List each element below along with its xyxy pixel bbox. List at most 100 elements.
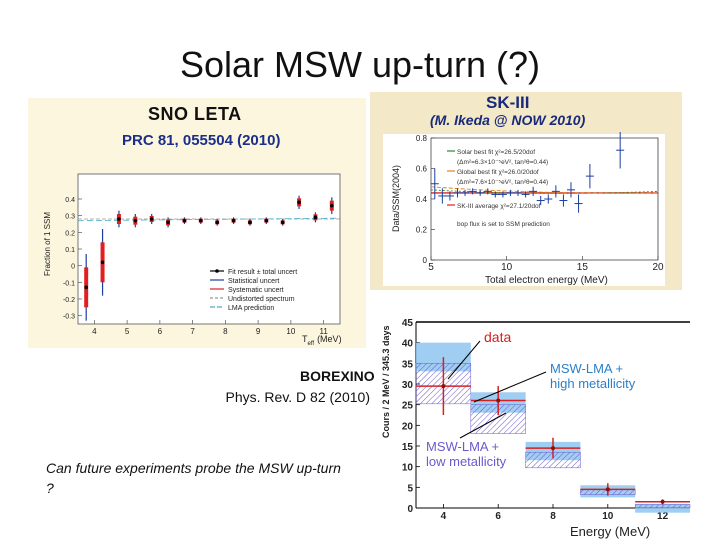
sno-x-tick-label: 6 [158, 327, 163, 336]
borexino-x-tick-label: 6 [495, 511, 501, 522]
borexino-y-tick-label: 10 [402, 463, 414, 474]
sk-chart: Data/SSM(2004) 0 0.2 0.4 0.6 0.8 5 10 15 20 Sola… [383, 132, 665, 286]
borexino-y-tick-label: 30 [402, 380, 414, 391]
sno-y-tick-label: 0.2 [65, 230, 75, 237]
sno-data-point [199, 218, 203, 223]
sno-ylabel: Fraction of 1 SSM [43, 212, 52, 276]
sno-xlabel: Teff (MeV) [302, 334, 342, 346]
borexino-y-tick-label: 15 [402, 442, 414, 453]
sno-x-tick-label: 8 [223, 327, 228, 336]
sno-y-tick-label: 0 [71, 264, 75, 271]
sno-plot-area [77, 173, 341, 325]
sno-legend-label: Systematic uncert [228, 287, 284, 294]
sno-y-tick-label: -0.1 [63, 280, 75, 287]
sno-data-point [166, 220, 170, 225]
sk-y-tick-label: 0.6 [416, 165, 428, 174]
borexino-x-tick-label: 10 [602, 511, 614, 522]
borexino-y-tick-label: 45 [402, 318, 414, 329]
sno-data-point [297, 200, 301, 205]
borexino-chart: Cours / 2 MeV / 345.3 days 0 5 10 15 20 25 30 3… [381, 318, 691, 539]
borexino-high-metallicity-band [635, 503, 690, 513]
sno-legend-label: LMA prediction [228, 305, 274, 312]
sno-y-tick-label: 0.4 [65, 197, 75, 204]
sno-x-tick-label: 4 [92, 327, 97, 336]
borexino-low-arrow [459, 412, 507, 439]
sno-lma-line [77, 217, 341, 222]
sno-x-tick-label: 9 [256, 327, 261, 336]
sk-legend-label: Global best fit χ²=26.0/20dof [457, 169, 539, 176]
sno-data-point [264, 218, 269, 223]
sno-data-point [133, 218, 138, 223]
borexino-data-point [551, 446, 555, 451]
sno-data-point [248, 220, 252, 225]
sno-data-point [313, 215, 318, 220]
sk-legend-label: (Δm²=7.6×10⁻⁵eV², tan²θ=0.44) [457, 179, 548, 186]
borexino-ylabel: Cours / 2 MeV / 345.3 days [381, 325, 391, 438]
sk-y-tick-label: 0 [423, 256, 428, 265]
sno-y-tick-label: -0.3 [63, 314, 75, 321]
borexino-high-label-1: MSW-LMA + [550, 361, 623, 376]
sno-y-tick-label: 0.3 [65, 214, 75, 221]
sk-legend-label: Solar best fit χ²=26.5/20dof [457, 149, 535, 156]
borexino-data-label: data [484, 329, 511, 345]
sno-data-point [280, 220, 285, 225]
sno-legend: Fit result ± total uncert Statistical unc… [210, 269, 297, 312]
borexino-data-point [605, 487, 610, 492]
borexino-data-point [660, 499, 665, 504]
sk-x-tick-label: 20 [652, 262, 664, 273]
borexino-low-metallicity-band [634, 504, 691, 508]
sno-y-tick-label: 0.1 [65, 247, 75, 254]
borexino-x-tick-label: 4 [441, 511, 447, 522]
sno-legend-label: Undistorted spectrum [228, 296, 295, 303]
sno-data-point [215, 220, 219, 225]
sno-data-point [149, 217, 154, 221]
sno-x-tick-label: 7 [190, 327, 195, 336]
borexino-x-tick-label: 12 [657, 511, 669, 522]
borexino-y-tick-label: 0 [407, 504, 413, 515]
sno-data-point [100, 260, 105, 265]
sk-xlabel: Total electron energy (MeV) [485, 275, 608, 286]
borexino-y-tick-label: 25 [402, 401, 414, 412]
borexino-data-point [441, 384, 446, 389]
sno-legend-label: Statistical uncert [228, 278, 279, 285]
sno-x-tick-label: 11 [319, 327, 328, 336]
sk-solar-fit-curve [430, 189, 659, 194]
borexino-y-tick-label: 5 [407, 483, 413, 494]
sno-data-point [117, 217, 121, 221]
sno-x-tick-label: 10 [286, 327, 295, 336]
sk-legend: Solar best fit χ²=26.5/20dof (Δm²=6.3×10⁻… [447, 149, 550, 228]
sk-y-tick-label: 0.2 [416, 226, 428, 235]
sk-x-tick-label: 10 [501, 262, 513, 273]
sk-legend-label: bop flux is set to SSM prediction [457, 221, 550, 228]
sk-title: SK-III [486, 93, 530, 112]
sno-title: SNO LETA [148, 104, 242, 124]
borexino-y-tick-label: 20 [402, 421, 414, 432]
sno-legend-marker [215, 269, 219, 273]
sno-data-point [231, 218, 236, 223]
borexino-low-label-2: low metallicity [426, 454, 507, 469]
borexino-reference: Phys. Rev. D 82 (2010) [225, 389, 370, 405]
borexino-data-point [496, 398, 501, 403]
sk-ylabel: Data/SSM(2004) [391, 165, 401, 232]
borexino-title: BOREXINO [300, 368, 375, 384]
sk-legend-label: SK-III average χ²=27.1/20dof [457, 203, 541, 210]
sno-chart: Fraction of 1 SSM -0.3 -0.2 -0.1 0 0.1 0.2 0.3… [43, 173, 342, 346]
sno-reference: PRC 81, 055504 (2010) [122, 132, 281, 149]
sk-x-tick-label: 15 [577, 262, 589, 273]
borexino-high-label-2: high metallicity [550, 376, 636, 391]
slide-title: Solar MSW up-turn (?) [179, 44, 541, 85]
sno-data-point [84, 285, 88, 290]
borexino-y-tick-label: 35 [402, 359, 414, 370]
sk-reference: (M. Ikeda @ NOW 2010) [430, 112, 586, 128]
sno-y-tick-label: -0.2 [63, 297, 75, 304]
sno-data-point [182, 218, 187, 223]
borexino-low-label-1: MSW-LMA + [426, 439, 499, 454]
borexino-x-tick-label: 8 [550, 511, 556, 522]
sno-x-tick-label: 5 [125, 327, 130, 336]
borexino-data-arrow [447, 340, 481, 380]
sk-y-tick-label: 0.8 [416, 134, 428, 143]
sk-x-tick-label: 5 [428, 262, 434, 273]
borexino-y-tick-label: 40 [402, 339, 414, 350]
borexino-high-arrow [473, 371, 547, 403]
sk-legend-label: (Δm²=6.3×10⁻⁵eV², tan²θ=0.44) [457, 159, 548, 166]
